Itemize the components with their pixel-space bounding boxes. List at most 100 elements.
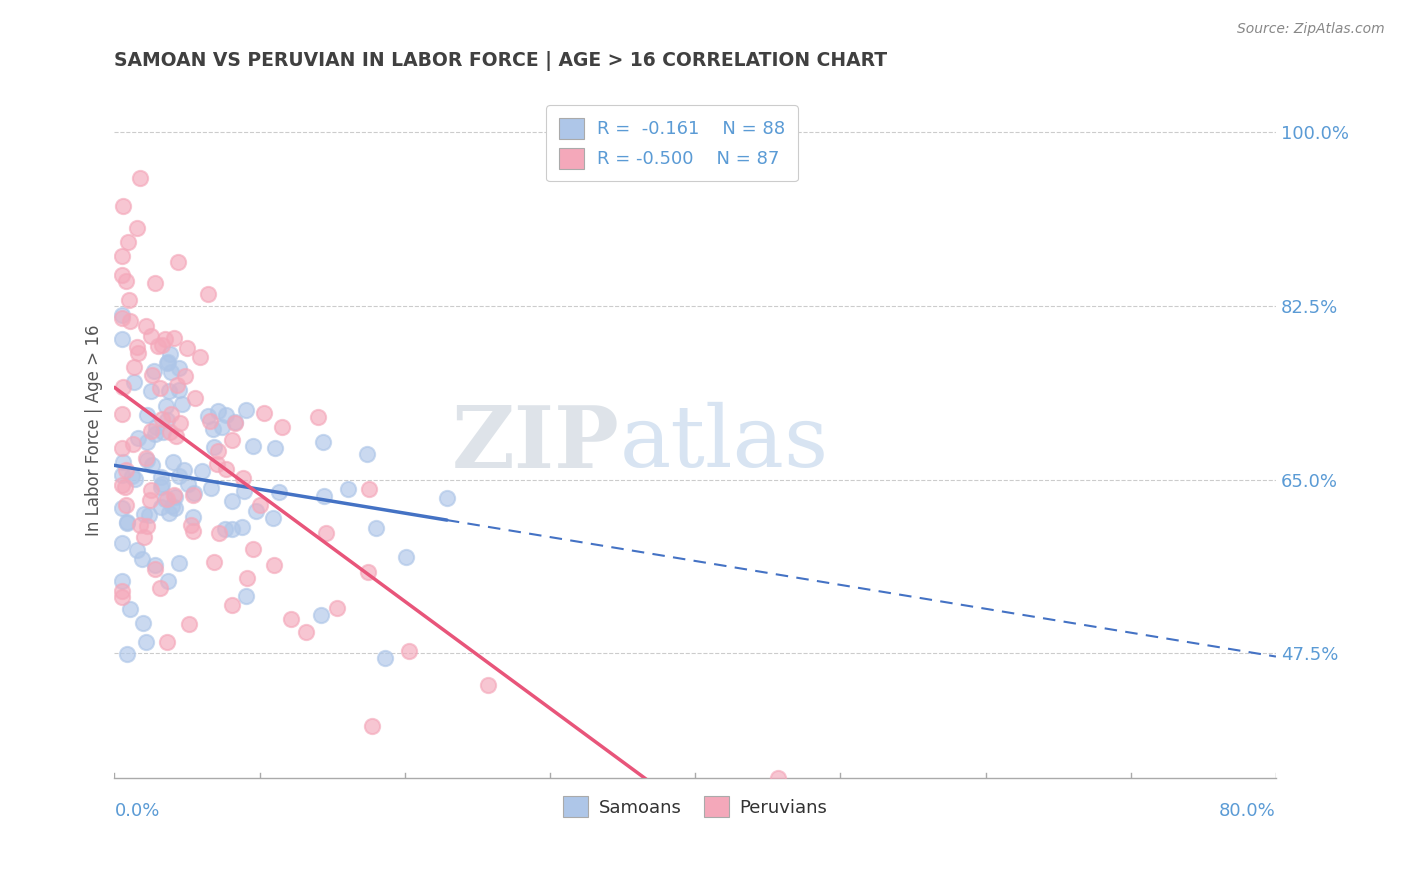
Point <box>180 518 202 533</box>
Point <box>315 526 337 541</box>
Point <box>207 404 229 418</box>
Point <box>188 350 211 364</box>
Point <box>166 378 188 392</box>
Point <box>120 602 142 616</box>
Point <box>111 583 134 598</box>
Y-axis label: In Labor Force | Age > 16: In Labor Force | Age > 16 <box>86 324 103 536</box>
Point <box>111 332 134 346</box>
Point <box>312 489 335 503</box>
Point <box>115 515 138 529</box>
Point <box>125 340 148 354</box>
Point <box>214 522 236 536</box>
Point <box>308 409 330 424</box>
Point <box>232 471 254 485</box>
Point <box>198 415 221 429</box>
Point <box>114 480 136 494</box>
Point <box>326 600 349 615</box>
Point <box>148 339 170 353</box>
Point <box>145 420 167 434</box>
Point <box>208 526 231 541</box>
Point <box>153 332 176 346</box>
Point <box>131 552 153 566</box>
Point <box>374 651 396 665</box>
Point <box>160 365 183 379</box>
Point <box>159 425 181 439</box>
Point <box>139 483 162 497</box>
Point <box>135 318 157 333</box>
Point <box>124 472 146 486</box>
Point <box>169 417 191 431</box>
Point <box>253 406 276 420</box>
Point <box>163 500 186 515</box>
Point <box>163 488 186 502</box>
Point <box>245 504 267 518</box>
Point <box>184 391 207 405</box>
Point <box>336 482 359 496</box>
Point <box>207 444 229 458</box>
Point <box>132 507 155 521</box>
Point <box>127 543 149 558</box>
Point <box>132 530 155 544</box>
Point <box>181 510 204 524</box>
Text: 80.0%: 80.0% <box>1219 803 1277 821</box>
Point <box>128 170 150 185</box>
Point <box>159 347 181 361</box>
Point <box>150 500 173 514</box>
Point <box>111 478 134 492</box>
Point <box>111 536 134 550</box>
Point <box>138 508 160 522</box>
Legend: Samoans, Peruvians: Samoans, Peruvians <box>555 789 835 824</box>
Point <box>263 441 285 455</box>
Point <box>111 455 134 469</box>
Point <box>111 501 134 516</box>
Point <box>167 360 190 375</box>
Point <box>127 346 149 360</box>
Point <box>177 477 200 491</box>
Point <box>181 524 204 539</box>
Point <box>156 356 179 370</box>
Point <box>768 771 790 785</box>
Point <box>167 556 190 570</box>
Point <box>162 499 184 513</box>
Point <box>135 453 157 467</box>
Point <box>191 464 214 478</box>
Point <box>156 634 179 648</box>
Point <box>127 221 149 235</box>
Point <box>150 338 173 352</box>
Point <box>202 555 225 569</box>
Point <box>115 516 138 530</box>
Point <box>181 488 204 502</box>
Point <box>115 463 138 477</box>
Point <box>167 383 190 397</box>
Point <box>436 491 458 505</box>
Point <box>127 431 149 445</box>
Point <box>111 574 134 588</box>
Point <box>139 492 162 507</box>
Point <box>242 542 264 557</box>
Point <box>395 549 418 564</box>
Point <box>173 463 195 477</box>
Point <box>149 581 172 595</box>
Point <box>118 314 141 328</box>
Point <box>143 426 166 441</box>
Point <box>115 499 138 513</box>
Point <box>309 608 332 623</box>
Point <box>121 469 143 483</box>
Point <box>150 412 173 426</box>
Point <box>221 598 243 612</box>
Point <box>235 571 257 585</box>
Point <box>124 359 146 374</box>
Point <box>179 616 201 631</box>
Point <box>117 235 139 249</box>
Point <box>141 368 163 383</box>
Point <box>152 425 174 439</box>
Point <box>221 522 243 536</box>
Point <box>111 250 134 264</box>
Point <box>221 433 243 447</box>
Point <box>170 397 193 411</box>
Point <box>135 635 157 649</box>
Point <box>156 355 179 369</box>
Point <box>197 409 219 423</box>
Point <box>163 331 186 345</box>
Point <box>157 574 180 589</box>
